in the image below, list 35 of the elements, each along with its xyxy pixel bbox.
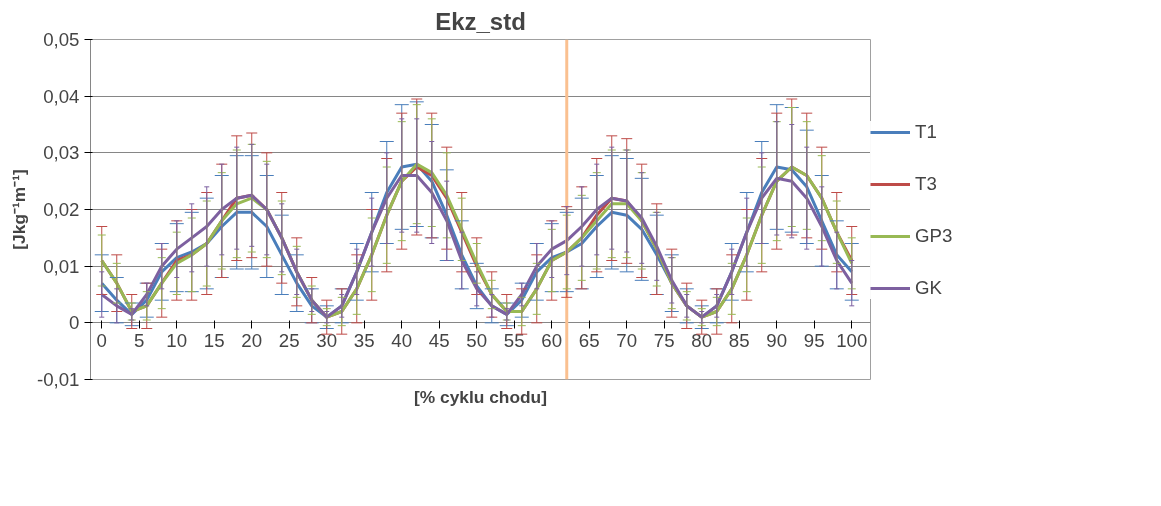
y-tick-label: 0 [69,312,80,334]
x-tick-label: 20 [241,329,263,351]
x-tick-label: 25 [278,329,300,351]
y-tick-label: 0,03 [43,142,80,164]
x-tick-label: 100 [836,329,868,351]
x-tick-label: 90 [766,329,788,351]
x-tick-label: 85 [728,329,750,351]
x-tick-label: 55 [503,329,525,351]
x-tick-label: 10 [166,329,188,351]
x-tick-label: 35 [353,329,375,351]
x-tick-label: 70 [616,329,638,351]
x-axis-title: [% cyklu chodu] [414,386,547,407]
x-tick-label: 80 [691,329,713,351]
x-tick-label: 60 [541,329,563,351]
x-tick-label: 50 [466,329,488,351]
x-tick-label: 65 [578,329,600,351]
x-tick-label: 15 [203,329,225,351]
legend-label: GP3 [915,225,953,247]
y-tick-label: 0,05 [43,29,80,50]
y-tick-label: 0,02 [43,199,80,220]
y-tick-label: 0,01 [43,255,80,277]
x-tick-label: 0 [96,329,107,351]
x-tick-label: 5 [134,329,145,351]
y-tick-label: -0,01 [36,369,80,390]
x-tick-label: 40 [391,329,413,351]
legend-label: T1 [915,121,937,143]
legend-label: GK [915,277,942,299]
y-tick-label: 0,04 [43,85,80,107]
x-tick-label: 45 [428,329,450,351]
legend-label: T3 [915,173,937,195]
x-tick-label: 75 [653,329,675,351]
y-axis-title: [Jkg⁻¹m⁻¹] [8,169,29,250]
chart-title: Ekz_std [435,7,526,35]
x-tick-label: 95 [803,329,825,351]
x-tick-label: 30 [316,329,338,351]
